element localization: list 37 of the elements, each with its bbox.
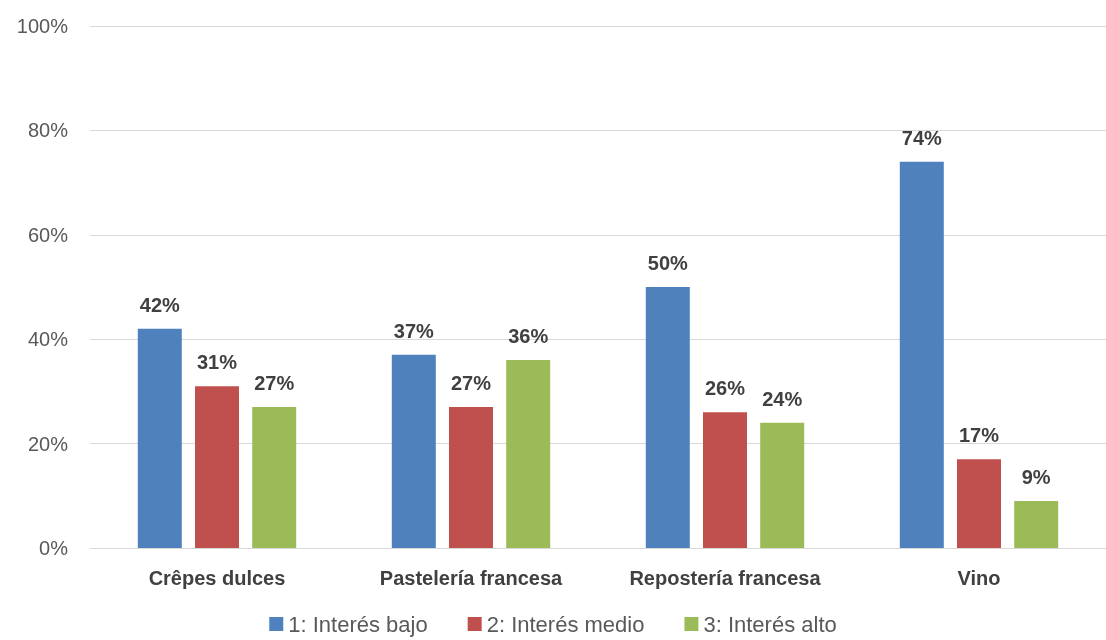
y-tick-label: 20% [27,432,69,455]
y-tick-label: 0% [39,537,69,559]
data-label: 36% [508,325,549,348]
bar [703,412,747,548]
bar [899,161,944,548]
bar [137,328,182,548]
y-tick-label: 40% [27,328,69,351]
bar [506,360,551,548]
data-label: 42% [139,293,181,316]
bar [645,287,690,548]
x-tick-label: Pastelería francesa [379,567,564,589]
data-label: 27% [254,372,295,395]
bar [195,386,239,548]
bar [1014,501,1059,548]
legend-label: 2: Interés medio [486,611,645,637]
data-label: 50% [647,252,689,274]
data-label: 74% [901,126,943,149]
data-label: 9% [1021,466,1051,489]
x-tick-label: Repostería francesa [629,567,822,589]
x-tick-label: Vino [957,567,1001,589]
y-tick-label: 80% [27,119,69,142]
legend-label: 3: Interés alto [703,611,837,637]
x-tick-label: Crêpes dulces [148,567,286,589]
data-label: 24% [762,387,803,410]
bar [760,422,805,548]
y-tick-label: 60% [27,223,69,246]
data-label: 26% [704,377,746,400]
bar [957,459,1001,548]
legend-label: 1: Interés bajo [288,611,428,637]
y-tick-label: 100% [16,15,69,37]
data-label: 31% [196,351,238,374]
data-label: 27% [450,372,492,395]
bar [252,407,297,548]
data-label: 17% [958,424,1000,447]
bar [391,354,436,548]
bar [449,407,493,548]
data-label: 37% [393,319,435,342]
